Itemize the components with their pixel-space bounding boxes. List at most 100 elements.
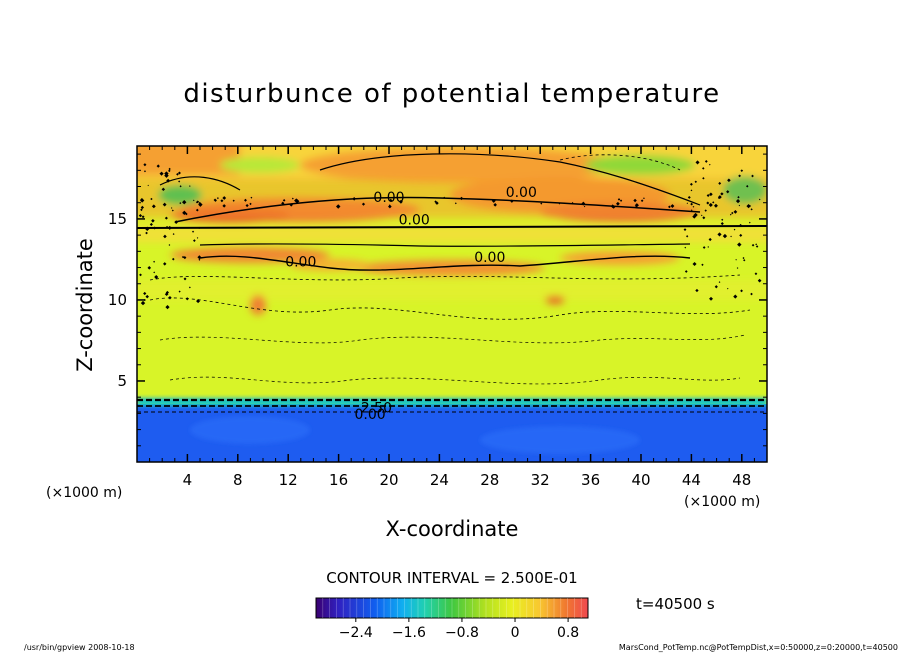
noise-marker bbox=[191, 230, 195, 233]
x-tick-label: 16 bbox=[329, 471, 348, 489]
noise-marker bbox=[165, 225, 169, 229]
noise-marker bbox=[140, 205, 145, 210]
footer-left: /usr/bin/gpview 2008-10-18 bbox=[24, 643, 135, 652]
noise-marker bbox=[690, 202, 694, 206]
noise-marker bbox=[183, 256, 187, 260]
contour-label: 0.00 bbox=[285, 255, 316, 271]
contour-lines bbox=[137, 153, 767, 413]
noise-marker bbox=[150, 197, 153, 201]
noise-marker bbox=[162, 202, 167, 207]
noise-marker bbox=[670, 204, 675, 208]
noise-marker bbox=[768, 196, 769, 197]
noise-marker bbox=[149, 222, 153, 227]
noise-marker bbox=[731, 211, 734, 215]
noise-marker bbox=[153, 226, 157, 230]
noise-marker bbox=[295, 199, 300, 204]
contour-label: 2.50 bbox=[361, 401, 392, 417]
noise-marker bbox=[739, 233, 743, 237]
noise-marker bbox=[684, 270, 688, 273]
colorbar-tick-label: 0.8 bbox=[557, 625, 579, 641]
contour-label: 0.00 bbox=[373, 190, 404, 206]
noise-marker bbox=[159, 171, 164, 176]
y-tick-label: 5 bbox=[117, 372, 127, 390]
noise-marker bbox=[216, 197, 219, 200]
noise-marker bbox=[172, 233, 175, 236]
noise-marker bbox=[183, 277, 187, 281]
noise-marker bbox=[182, 210, 187, 215]
noise-marker bbox=[718, 181, 722, 185]
x-tick-label: 4 bbox=[183, 471, 193, 489]
noise-marker bbox=[746, 203, 751, 209]
noise-marker bbox=[145, 226, 150, 232]
noise-marker bbox=[335, 204, 341, 209]
noise-marker bbox=[195, 201, 199, 204]
noise-marker bbox=[727, 287, 729, 290]
noise-marker bbox=[693, 212, 698, 218]
x-tick-label: 48 bbox=[732, 471, 751, 489]
noise-marker bbox=[138, 213, 143, 218]
noise-marker bbox=[139, 198, 145, 203]
noise-marker bbox=[755, 245, 759, 248]
noise-marker bbox=[185, 297, 189, 301]
noise-marker bbox=[245, 203, 249, 208]
noise-marker bbox=[739, 223, 743, 228]
noise-marker bbox=[692, 261, 697, 267]
noise-marker bbox=[702, 216, 706, 220]
noise-marker bbox=[140, 208, 143, 212]
footer-right: MarsCond_PotTemp.nc@PotTempDist,x=0:5000… bbox=[619, 643, 898, 652]
noise-marker bbox=[717, 196, 721, 200]
noise-marker bbox=[738, 174, 742, 178]
noise-marker bbox=[178, 180, 181, 183]
y-tick-label: 15 bbox=[108, 210, 127, 228]
noise-marker bbox=[151, 219, 155, 223]
noise-marker bbox=[222, 196, 227, 200]
noise-marker bbox=[748, 204, 751, 208]
noise-marker bbox=[735, 259, 737, 261]
noise-marker bbox=[709, 296, 713, 301]
colorbar-ticks: −2.4 −1.6 −0.8 0 0.8 bbox=[339, 618, 579, 641]
contour-label: 0.00 bbox=[355, 407, 386, 423]
noise-marker bbox=[176, 172, 179, 176]
noise-marker bbox=[702, 167, 705, 170]
noise-marker bbox=[154, 274, 159, 280]
noise-marker bbox=[153, 271, 156, 274]
noise-marker bbox=[143, 291, 147, 296]
noise-marker bbox=[748, 221, 751, 224]
noise-marker bbox=[289, 203, 293, 207]
colorbar-tick-label: −0.8 bbox=[445, 625, 479, 641]
noise-marker bbox=[726, 190, 730, 194]
noise-marker bbox=[179, 202, 182, 205]
time-label: t=40500 s bbox=[636, 595, 715, 613]
noise-marker bbox=[182, 200, 187, 205]
noise-marker bbox=[722, 233, 728, 239]
noise-marker bbox=[686, 202, 689, 204]
chart-title: disturbunce of potential temperature bbox=[183, 79, 720, 109]
noise-marker bbox=[758, 198, 761, 201]
noise-marker bbox=[743, 259, 746, 262]
x-unit-right: (×1000 m) bbox=[684, 494, 760, 510]
noise-marker bbox=[735, 199, 741, 204]
noise-marker bbox=[145, 294, 149, 299]
noise-marker bbox=[167, 225, 172, 230]
noise-marker bbox=[220, 199, 224, 203]
contour-interval: CONTOUR INTERVAL = 2.500E-01 bbox=[326, 569, 577, 587]
x-axis-label: X-coordinate bbox=[386, 517, 519, 541]
contour-labels: 0.00 0.000.000.00 0.002.500.00 bbox=[285, 185, 537, 423]
noise-marker bbox=[686, 235, 689, 238]
x-tick-label: 44 bbox=[682, 471, 701, 489]
x-tick-label: 40 bbox=[631, 471, 650, 489]
x-tick-label: 36 bbox=[581, 471, 600, 489]
x-tick-label: 12 bbox=[279, 471, 298, 489]
noise-marker bbox=[164, 292, 169, 297]
noise-marker bbox=[640, 199, 644, 203]
x-axis: 4 8 12 16 20 24 28 32 36 40 44 48 bbox=[149, 146, 755, 489]
noise-marker bbox=[193, 239, 196, 242]
x-tick-label: 28 bbox=[480, 471, 499, 489]
noise-marker bbox=[619, 199, 623, 202]
noise-marker bbox=[730, 235, 732, 238]
x-tick-label: 32 bbox=[531, 471, 550, 489]
noise-marker bbox=[720, 222, 724, 226]
noise-marker bbox=[282, 199, 286, 202]
y-axis-label: Z-coordinate bbox=[73, 238, 97, 372]
